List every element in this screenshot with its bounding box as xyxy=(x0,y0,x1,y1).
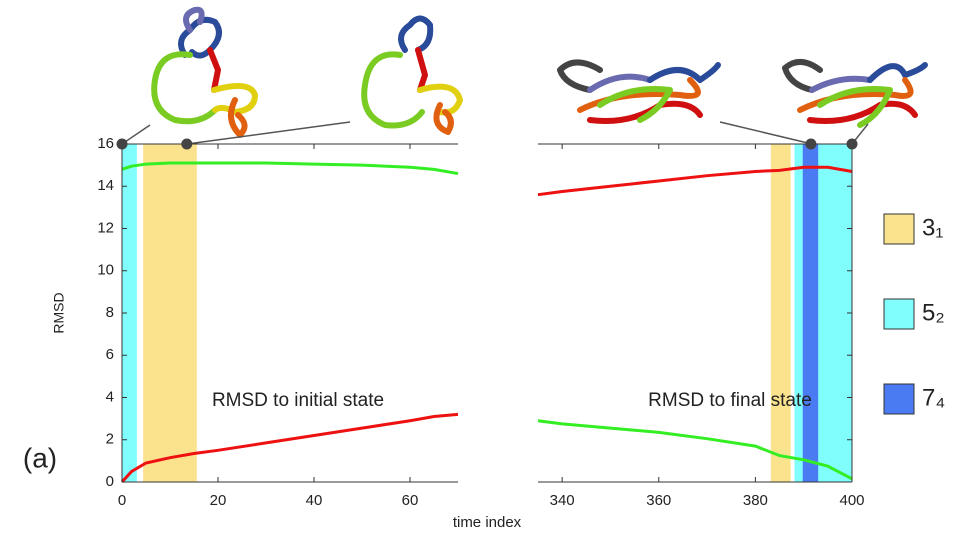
knot-band xyxy=(802,144,819,482)
rmsd-line xyxy=(537,165,853,197)
y-axis-label: RMSD xyxy=(51,292,67,333)
legend-label: 7₄ xyxy=(922,384,945,411)
y-tick-label: 14 xyxy=(97,177,114,194)
x-tick-label: 340 xyxy=(550,492,575,509)
structure-images xyxy=(151,6,928,138)
connector xyxy=(719,121,813,145)
structure-3 xyxy=(557,59,721,124)
y-tick-label: 4 xyxy=(106,388,114,405)
x-tick-label: 400 xyxy=(839,492,864,509)
annotation: RMSD to final state xyxy=(648,390,812,411)
legend-label: 3₁ xyxy=(922,214,943,241)
structure-4 xyxy=(782,59,928,128)
x-tick-label: 380 xyxy=(743,492,768,509)
snapshot-marker xyxy=(846,138,858,150)
x-axis-label: time index xyxy=(453,514,522,531)
connector xyxy=(121,124,151,145)
legend-label: 5₂ xyxy=(922,299,945,326)
y-tick-label: 0 xyxy=(106,473,114,490)
legend-swatch xyxy=(883,298,915,330)
connector xyxy=(186,121,351,145)
snapshot-marker xyxy=(805,138,817,150)
y-tick-label: 10 xyxy=(97,262,114,279)
structure-2 xyxy=(361,15,463,135)
y-tick-label: 16 xyxy=(97,135,114,152)
x-tick-label: 40 xyxy=(306,492,323,509)
rmsd-line xyxy=(537,419,853,481)
panel-label: (a) xyxy=(23,442,57,473)
y-tick-label: 8 xyxy=(106,304,114,321)
legend-swatch xyxy=(883,383,915,415)
y-tick-label: 6 xyxy=(106,346,114,363)
rmsd-line xyxy=(121,161,459,176)
legend-swatch xyxy=(883,213,915,245)
snapshot-marker xyxy=(116,138,128,150)
x-tick-label: 360 xyxy=(646,492,671,509)
knot-band xyxy=(143,144,197,482)
y-tick-label: 12 xyxy=(97,219,114,236)
x-tick-label: 0 xyxy=(118,492,126,509)
annotation: RMSD to initial state xyxy=(212,390,384,411)
structure-1 xyxy=(151,6,258,138)
snapshot-marker xyxy=(181,138,193,150)
y-tick-label: 2 xyxy=(106,431,114,448)
knot-band xyxy=(770,144,791,482)
x-tick-label: 60 xyxy=(402,492,419,509)
x-tick-label: 20 xyxy=(210,492,227,509)
rmsd-line xyxy=(120,412,459,484)
